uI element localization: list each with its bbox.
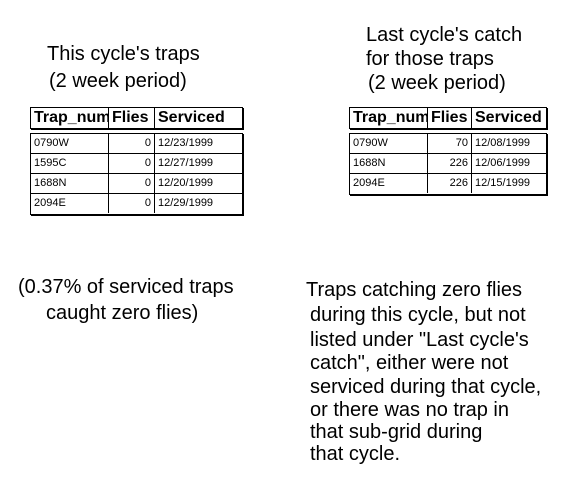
flies-cell: 0 bbox=[109, 174, 155, 193]
flies-cell: 70 bbox=[428, 134, 472, 153]
serviced-cell: 12/29/1999 bbox=[158, 197, 214, 209]
column-header-trap-number[interactable]: Trap_numb bbox=[31, 108, 109, 128]
left-table-header: Trap_numb Flies Serviced bbox=[30, 107, 243, 129]
flies-cell: 0 bbox=[109, 154, 155, 173]
left-table-body: 0790W 0 12/23/1999 1595C 0 12/27/1999 16… bbox=[30, 133, 243, 215]
trap-number-cell: 1688N bbox=[350, 154, 428, 173]
right-note-line2: during this cycle, but not bbox=[310, 304, 526, 326]
serviced-cell: 12/27/1999 bbox=[158, 157, 214, 169]
table-row[interactable]: 2094E 0 12/29/1999 bbox=[31, 194, 242, 214]
serviced-cell: 12/08/1999 bbox=[475, 137, 531, 149]
trap-number-cell: 2094E bbox=[31, 194, 109, 213]
right-table-header: Trap_numb Flies Serviced bbox=[349, 107, 547, 129]
right-note-line1: Traps catching zero flies bbox=[306, 279, 523, 301]
right-title-line3: (2 week period) bbox=[368, 72, 506, 94]
serviced-cell: 12/15/1999 bbox=[475, 177, 531, 189]
column-header-flies[interactable]: Flies bbox=[428, 108, 472, 128]
serviced-cell: 12/06/1999 bbox=[475, 157, 531, 169]
table-row[interactable]: 2094E 226 12/15/1999 bbox=[350, 174, 546, 194]
table-row[interactable]: 0790W 0 12/23/1999 bbox=[31, 134, 242, 154]
flies-cell: 0 bbox=[109, 134, 155, 153]
flies-cell: 226 bbox=[428, 154, 472, 173]
trap-number-cell: 2094E bbox=[350, 174, 428, 193]
serviced-cell: 12/20/1999 bbox=[158, 177, 214, 189]
trap-number-cell: 0790W bbox=[350, 134, 428, 153]
right-note-line7: that sub-grid during bbox=[310, 421, 483, 443]
right-title-line1: Last cycle's catch bbox=[366, 24, 523, 46]
left-note-line2: caught zero flies) bbox=[46, 302, 199, 324]
right-note-line4: catch", either were not bbox=[310, 352, 509, 374]
right-table-body: 0790W 70 12/08/1999 1688N 226 12/06/1999… bbox=[349, 133, 547, 195]
column-header-flies[interactable]: Flies bbox=[109, 108, 155, 128]
right-note-line5: serviced during that cycle, bbox=[310, 376, 542, 398]
right-title-line2: for those traps bbox=[366, 48, 494, 70]
right-note-line3: listed under "Last cycle's bbox=[310, 329, 529, 351]
table-row[interactable]: 0790W 70 12/08/1999 bbox=[350, 134, 546, 154]
trap-number-cell: 0790W bbox=[31, 134, 109, 153]
flies-cell: 0 bbox=[109, 194, 155, 213]
right-note-line8: that cycle. bbox=[310, 443, 401, 465]
column-header-serviced[interactable]: Serviced bbox=[475, 109, 542, 126]
table-row[interactable]: 1688N 226 12/06/1999 bbox=[350, 154, 546, 174]
left-title-line1: This cycle's traps bbox=[47, 43, 200, 65]
column-header-serviced[interactable]: Serviced bbox=[158, 109, 225, 126]
table-row[interactable]: 1688N 0 12/20/1999 bbox=[31, 174, 242, 194]
trap-number-cell: 1688N bbox=[31, 174, 109, 193]
trap-number-cell: 1595C bbox=[31, 154, 109, 173]
table-row[interactable]: 1595C 0 12/27/1999 bbox=[31, 154, 242, 174]
column-header-trap-number[interactable]: Trap_numb bbox=[350, 108, 428, 128]
right-note-line6: or there was no trap in bbox=[310, 399, 509, 421]
serviced-cell: 12/23/1999 bbox=[158, 137, 214, 149]
flies-cell: 226 bbox=[428, 174, 472, 193]
left-title-line2: (2 week period) bbox=[49, 70, 187, 92]
left-note-line1: (0.37% of serviced traps bbox=[18, 276, 234, 298]
